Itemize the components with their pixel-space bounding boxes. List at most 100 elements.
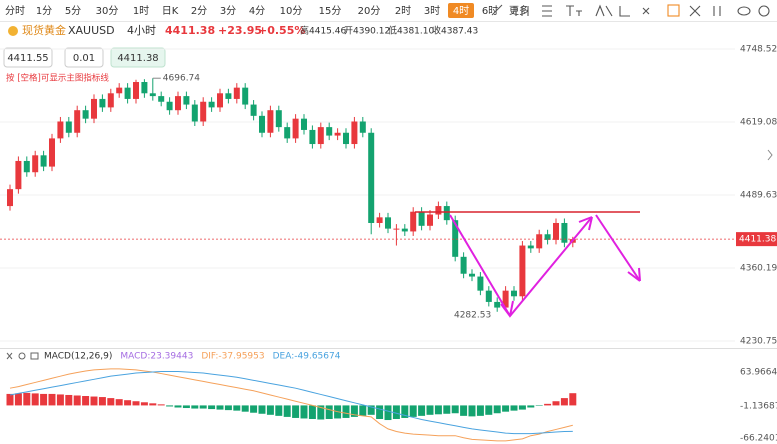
macd-bar (552, 401, 560, 406)
interval-tab[interactable]: 4分 (249, 5, 265, 17)
trendline-tool[interactable] (491, 4, 503, 16)
visibility-tool[interactable] (737, 6, 751, 16)
candle-body (233, 87, 240, 99)
delete-tool[interactable] (642, 7, 650, 15)
candle-body (452, 220, 459, 257)
candle-body (259, 115, 265, 133)
interval-active (448, 3, 474, 18)
sell-price[interactable]: 4411.55 (7, 53, 48, 64)
interval-tab[interactable]: 2时 (395, 5, 411, 17)
macd-bar (208, 405, 216, 410)
interval-tab[interactable]: 分时 (5, 5, 25, 17)
interval-tab[interactable]: 30分 (96, 5, 119, 17)
close-indicator[interactable] (6, 352, 13, 360)
lot-size[interactable]: 0.01 (73, 53, 95, 64)
interval-tab[interactable]: 10分 (280, 5, 303, 17)
edit-tool[interactable] (667, 4, 680, 17)
interval-tab[interactable]: 15分 (319, 5, 342, 17)
candle-body (141, 82, 148, 94)
candle-body (544, 234, 551, 240)
macd-bar (191, 405, 199, 409)
macd-bar (485, 405, 493, 415)
macd-bar (502, 405, 510, 412)
interval-tab[interactable]: 4时 (453, 5, 469, 17)
candle-body (82, 110, 89, 119)
candle-body (443, 206, 450, 221)
measure-tool[interactable] (619, 6, 630, 17)
candle-body (385, 217, 391, 229)
indicator-toggle[interactable] (30, 352, 39, 360)
candle-body (343, 132, 349, 145)
macd-bar (367, 405, 375, 415)
macd-bar (426, 405, 434, 415)
macd-line (9, 368, 573, 442)
candle-body (334, 132, 341, 136)
candle-body (217, 93, 223, 108)
candle-body (124, 87, 131, 99)
sell-button[interactable] (3, 47, 53, 68)
interval-tab[interactable]: 更多 (509, 4, 529, 17)
macd-bar (73, 395, 81, 406)
lot-input[interactable] (64, 47, 104, 68)
fib-tool[interactable] (542, 5, 552, 17)
interval-tab[interactable]: 6时 (482, 5, 498, 17)
macd-bar (157, 404, 165, 406)
symbol: XAUUSD (68, 24, 115, 37)
price-change: +23.95 (218, 24, 262, 37)
interval-tab[interactable]: 1分 (36, 5, 52, 17)
interval-tab[interactable]: 20分 (358, 5, 381, 17)
candle-body (401, 228, 408, 232)
candle-body (427, 214, 433, 226)
macd-bar (325, 405, 333, 419)
buy-button[interactable] (110, 47, 166, 68)
interval-tab[interactable]: 1时 (133, 5, 149, 17)
macd-bar (233, 405, 241, 411)
macd-bar (300, 405, 308, 419)
macd-bar (132, 401, 140, 406)
high-label: 4696.74 (163, 74, 200, 84)
macd-bar (90, 396, 98, 406)
candle-body (376, 217, 383, 223)
arrow-head (627, 267, 641, 282)
channel-tool[interactable] (515, 6, 529, 16)
macd-bar (409, 405, 417, 417)
macd-bar (392, 405, 400, 419)
y-tick-label: -1.13687 (740, 402, 777, 412)
projection-arrow (595, 214, 641, 282)
interval-tab[interactable]: 日K (162, 6, 179, 17)
candle-body (301, 118, 307, 130)
macd-bar (258, 405, 266, 414)
candle-body (158, 96, 165, 102)
candle-body (74, 110, 81, 133)
macd-bar (149, 403, 157, 406)
expand-panel[interactable] (767, 149, 773, 161)
y-tick-label: 4230.75 (740, 336, 777, 346)
ohlc-close: 收4387.43 (432, 25, 478, 37)
candle-body (317, 127, 324, 145)
interval-tab[interactable]: 5分 (65, 5, 81, 17)
text-tool[interactable] (566, 5, 582, 16)
macd-bar (115, 399, 123, 406)
candle-body (107, 93, 114, 108)
interval-tab[interactable]: 2分 (191, 5, 207, 17)
candle-body (275, 110, 282, 128)
candle-body (469, 273, 475, 277)
macd-bar (434, 405, 442, 415)
macd-bar (107, 398, 115, 406)
pattern-tool[interactable] (595, 4, 613, 17)
buy-price[interactable]: 4411.38 (117, 53, 158, 64)
indicator-settings[interactable] (18, 352, 26, 360)
candle-body (49, 138, 55, 167)
magnet-tool[interactable] (689, 5, 701, 17)
macd-bar (14, 393, 22, 406)
lock-tool[interactable] (713, 6, 721, 16)
candle-body (91, 98, 97, 119)
period[interactable]: 4小时 (127, 24, 156, 37)
interval-tab[interactable]: 3分 (220, 5, 236, 17)
settings-tool[interactable] (758, 5, 770, 17)
low-label: 4282.53 (454, 310, 491, 320)
candle-body (23, 160, 30, 173)
candle-body (410, 211, 417, 232)
interval-tab[interactable]: 3时 (424, 5, 440, 17)
